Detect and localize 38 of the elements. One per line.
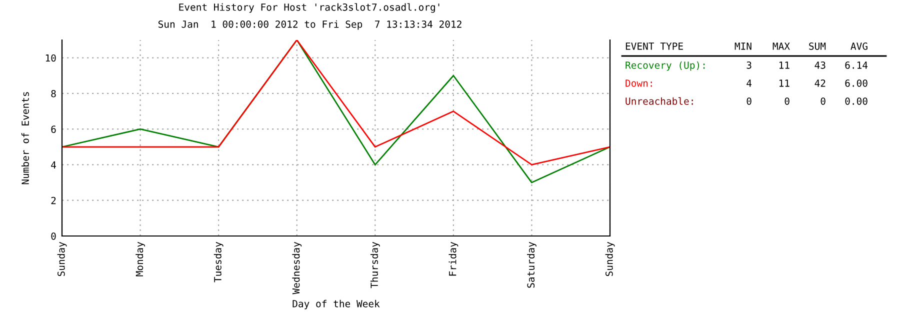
text: 6.14 (845, 61, 868, 69)
x-tick-label: Monday (136, 242, 146, 276)
text: 0 (820, 97, 826, 105)
y-tick-label: 2 (51, 196, 56, 204)
x-tick-label: Tuesday (214, 242, 224, 282)
text: 11 (779, 80, 790, 87)
y-tick-label: 10 (46, 54, 56, 62)
text: Down: (626, 80, 652, 87)
text: 43 (814, 61, 826, 69)
text: 3 (746, 61, 752, 69)
x-axis-title: Day of the Week (292, 300, 380, 310)
text: 0 (784, 97, 790, 105)
y-tick-label: 8 (51, 90, 56, 98)
text: MAX (772, 42, 790, 50)
text: MIN (734, 42, 752, 50)
x-tick-label: Friday (448, 242, 458, 276)
x-tick-label: Sunday (57, 242, 67, 276)
text: SUM (809, 42, 826, 50)
text: 6.00 (845, 79, 868, 87)
x-tick-label: Thursday (370, 242, 380, 288)
text: Recovery (Up): (626, 61, 705, 71)
text: 11 (779, 62, 790, 69)
legend-label: Unreachable: (626, 97, 693, 105)
x-tick-label: Wednesday (292, 242, 302, 294)
x-tick-label: Sunday (605, 242, 615, 276)
y-tick-label: 4 (51, 161, 56, 168)
y-tick-label: 6 (51, 126, 56, 133)
text: 4 (746, 80, 752, 87)
text: 42 (814, 79, 826, 87)
chart-subtitle: Sun Jan 1 00:00:00 2012 to Fri Sep 7 13:13:34 2012 (158, 20, 462, 30)
chart-title: Event History For Host 'rack3slot7.osadl.org' (179, 3, 440, 13)
text: 0.00 (845, 97, 868, 105)
text: AVG (850, 42, 868, 50)
x-tick-label: Saturday (527, 242, 536, 288)
text: EVENT TYPE (626, 42, 683, 50)
y-axis-title: Number of Events (21, 92, 29, 184)
y-tick-label: 0 (51, 232, 56, 240)
text: 0 (746, 97, 752, 105)
